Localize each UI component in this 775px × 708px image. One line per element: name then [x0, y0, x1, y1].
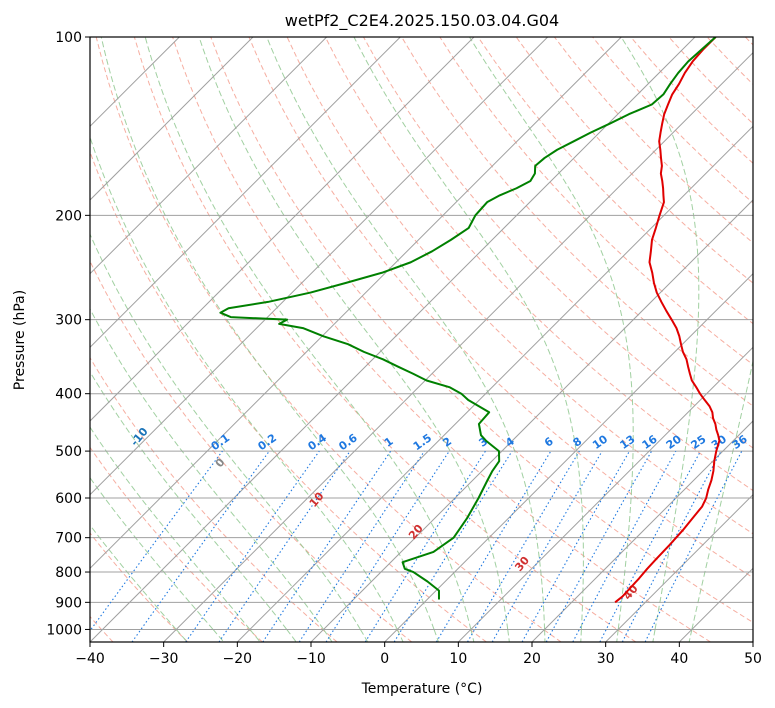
profile-series	[219, 37, 721, 604]
isotherm-line	[310, 199, 753, 642]
moist-adiabat	[175, 629, 188, 642]
dry-adiabat	[515, 37, 753, 284]
y-axis: 100 200 300 400 500 600 700 800 900 1000	[46, 30, 90, 638]
y-tick-label: 100	[55, 30, 82, 46]
x-tick-label: −30	[149, 651, 179, 667]
y-tick-label: 800	[55, 565, 82, 581]
mixing-ratio-line	[545, 450, 653, 642]
mixing-ratio-line	[572, 450, 677, 642]
x-tick-label: −20	[223, 651, 253, 667]
dewpoint-line	[219, 37, 717, 600]
x-axis-title: Temperature (°C)	[361, 681, 483, 697]
moist-adiabat	[359, 629, 369, 642]
y-axis-title: Pressure (hPa)	[12, 290, 28, 390]
isotherm-line	[531, 420, 753, 642]
moist-adiabat	[266, 37, 546, 630]
mixing-ratio-line	[218, 450, 351, 642]
moist-adiabat	[198, 37, 509, 630]
mixing-ratio-line	[131, 450, 270, 642]
dry-adiabat	[90, 356, 338, 642]
isotherm-line	[236, 125, 753, 642]
x-tick-label: 40	[670, 651, 688, 667]
mixing-ratio-line	[262, 450, 392, 642]
y-tick-label: 700	[55, 531, 82, 547]
moist-adiabat	[286, 629, 297, 642]
isotherm-line	[90, 37, 622, 570]
x-tick-label: 0	[380, 651, 389, 667]
background-lines	[90, 37, 753, 642]
moist-adiabat	[323, 629, 333, 642]
moist-adiabat	[90, 524, 177, 630]
moist-adiabat	[688, 629, 693, 642]
moist-adiabat	[249, 629, 261, 642]
y-tick-label: 300	[55, 313, 82, 329]
temperature-line	[614, 37, 721, 604]
dry-adiabat	[401, 37, 753, 407]
y-tick-label: 1000	[46, 622, 82, 638]
dry-adiabat	[248, 37, 753, 579]
moist-adiabat	[470, 629, 475, 642]
moist-adiabat	[100, 37, 435, 630]
mixing-ratio-line	[185, 450, 320, 642]
y-tick-label: 200	[55, 208, 82, 224]
x-tick-label: −40	[75, 651, 105, 667]
dry-adiabat	[90, 446, 263, 642]
x-tick-label: −10	[296, 651, 326, 667]
isotherm-line	[90, 37, 696, 642]
mixing-ratio-line	[393, 450, 513, 642]
dry-adiabat	[90, 532, 189, 642]
moist-adiabat	[353, 37, 584, 630]
y-tick-label: 500	[55, 444, 82, 460]
isotherm-line	[384, 272, 753, 642]
dry-adiabat	[324, 37, 753, 492]
x-axis: −40 −30 −20 −10 0 10 20 30 40 50	[75, 642, 762, 667]
moist-adiabat	[652, 629, 656, 642]
moist-adiabat	[90, 135, 398, 630]
moist-adiabat	[90, 426, 251, 630]
dry-adiabat	[477, 37, 753, 325]
plot-frame	[89, 36, 754, 643]
isotherm-line	[90, 37, 254, 201]
chart-title: wetPf2_C2E4.2025.150.03.04.G04	[285, 11, 559, 31]
mixing-ratio-line	[325, 450, 450, 642]
isotherm-line	[163, 51, 753, 642]
moist-adiabat	[90, 476, 214, 630]
dry-adiabat	[90, 150, 487, 642]
moist-adiabat	[433, 629, 439, 642]
mixing-ratio-line	[90, 450, 223, 632]
x-tick-label: 10	[449, 651, 467, 667]
moist-adiabat	[469, 37, 634, 630]
moist-adiabat	[90, 233, 361, 630]
moist-adiabat	[620, 37, 700, 630]
y-tick-label: 900	[55, 595, 82, 611]
isotherm-line	[90, 37, 475, 422]
isotherm-line	[90, 37, 328, 275]
moist-adiabat	[507, 629, 510, 642]
mixing-ratio-line	[644, 450, 743, 642]
isotherm-line	[457, 346, 753, 642]
isotherm-line	[605, 493, 753, 642]
isotherm-line	[90, 37, 401, 349]
moist-adiabat	[691, 358, 753, 630]
x-tick-label: 20	[523, 651, 541, 667]
dry-adiabat	[172, 37, 711, 642]
x-tick-label: 30	[597, 651, 615, 667]
mixing-ratio-line	[298, 450, 425, 642]
mixing-ratio-line	[521, 450, 630, 642]
dry-adiabat	[95, 37, 562, 642]
moist-adiabat	[396, 629, 404, 642]
isotherm-line	[90, 37, 549, 496]
y-tick-label: 400	[55, 387, 82, 403]
moist-adiabat	[212, 629, 225, 642]
moist-adiabat	[616, 629, 619, 642]
moist-adiabat	[580, 629, 582, 642]
moist-adiabat	[90, 370, 288, 630]
x-tick-label: 50	[744, 651, 762, 667]
y-tick-label: 600	[55, 491, 82, 507]
